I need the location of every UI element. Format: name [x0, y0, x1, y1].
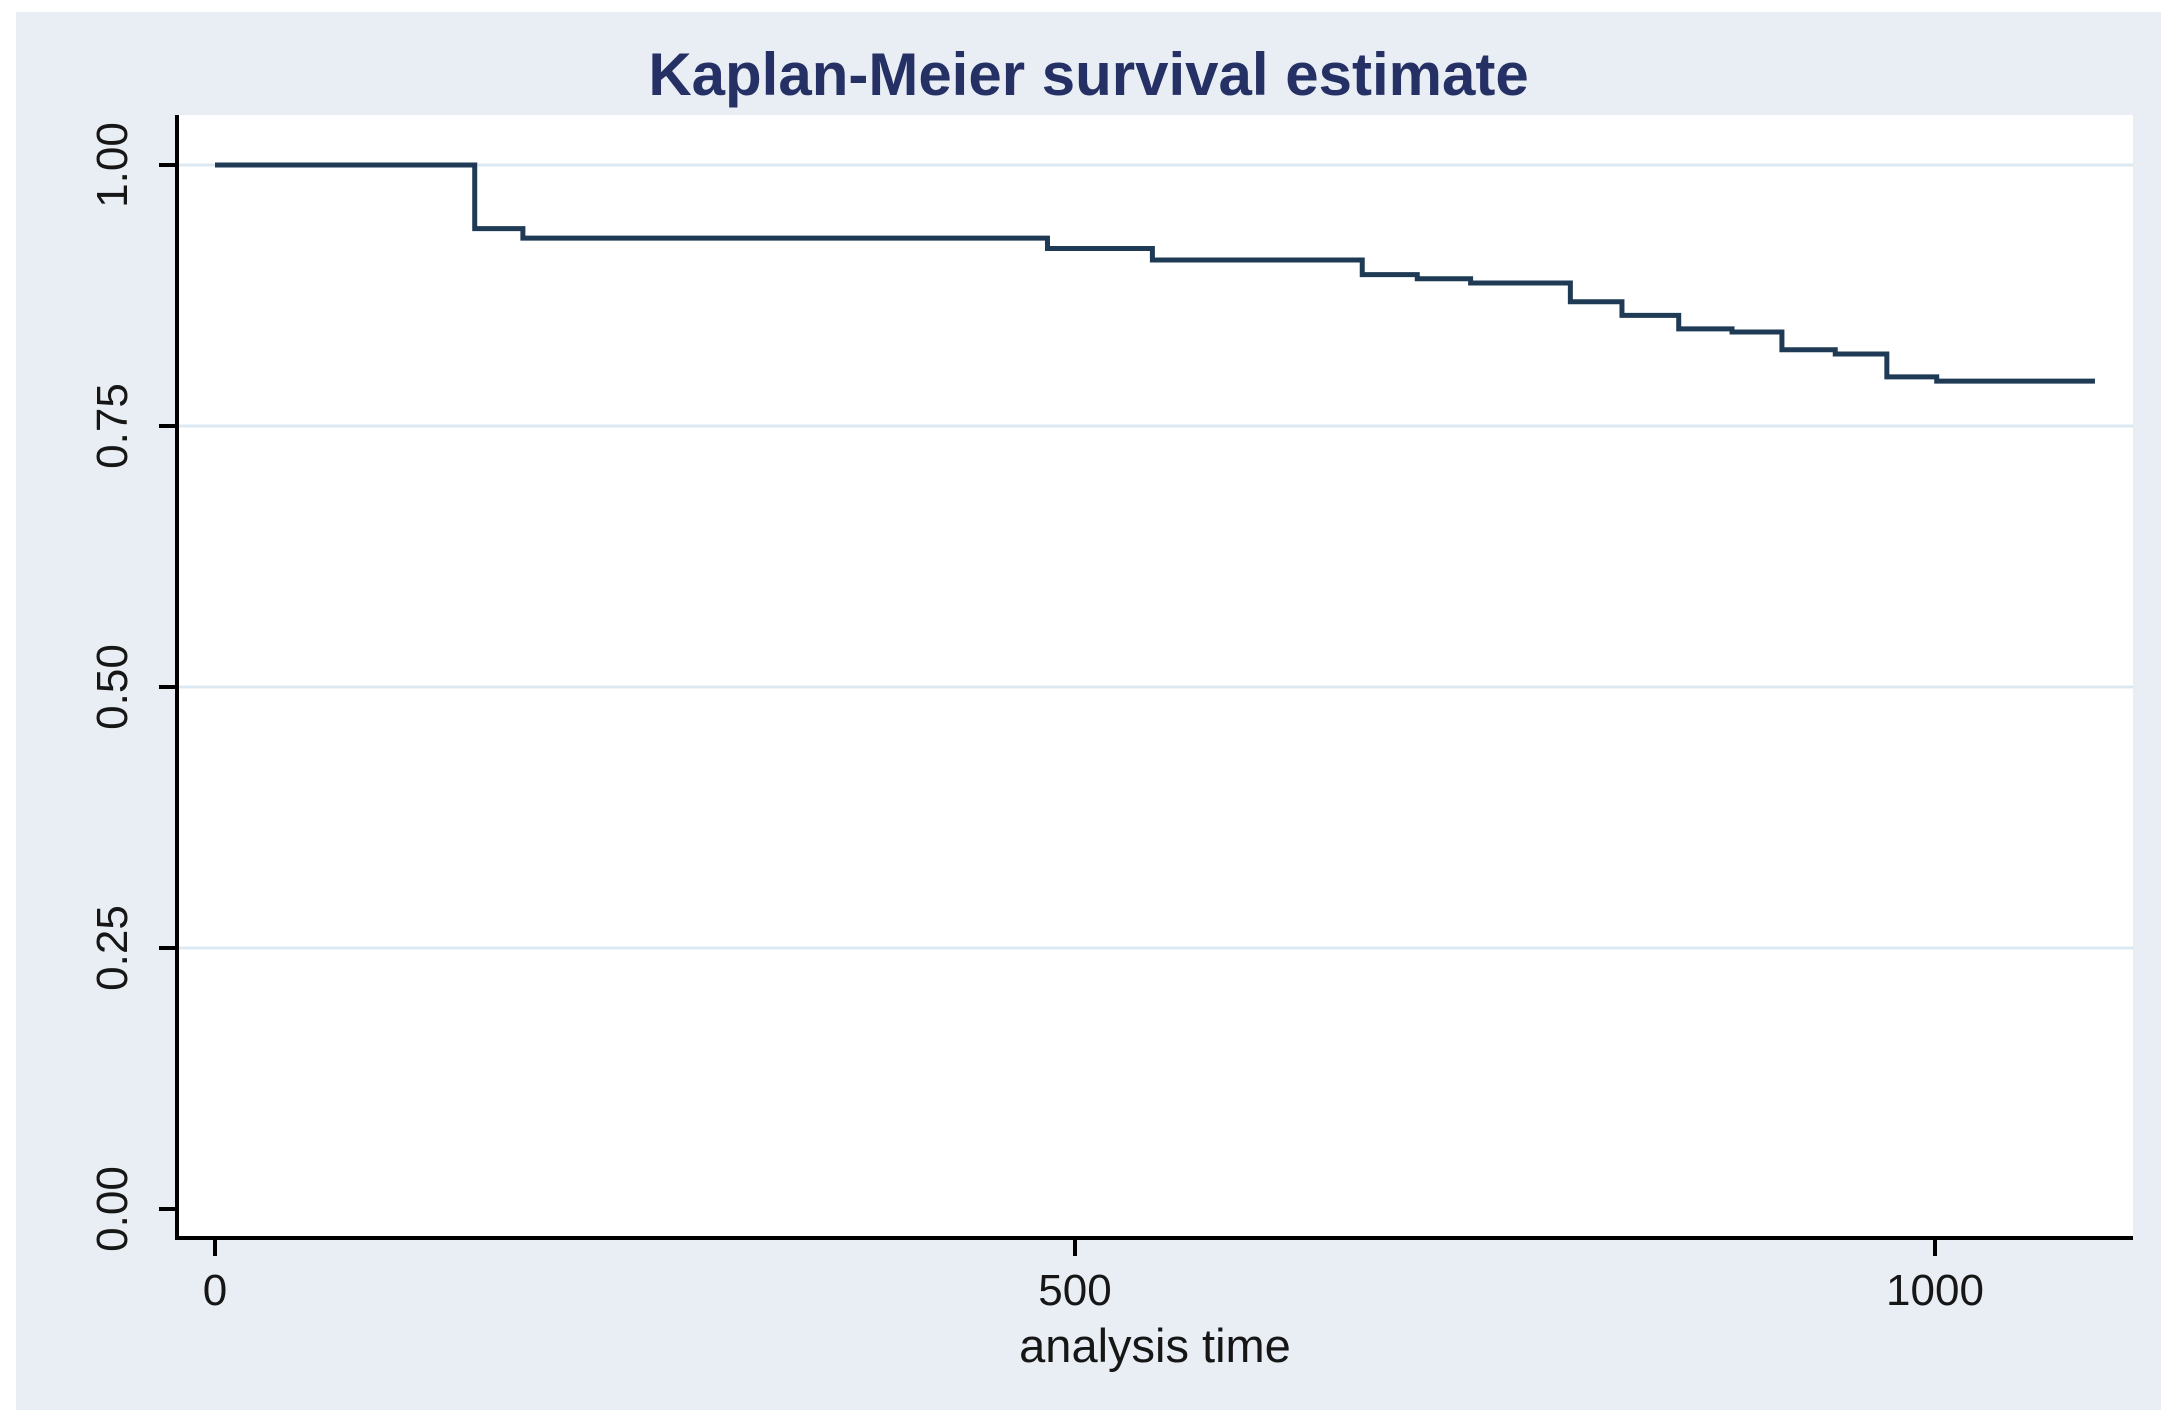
y-tick-label-0.75: 0.75	[88, 383, 137, 469]
y-tick-label-1.00: 1.00	[88, 122, 137, 208]
y-tick-label-0.50: 0.50	[88, 644, 137, 730]
x-tick-label-0: 0	[202, 1266, 228, 1315]
survival-curve	[215, 162, 2095, 384]
x-tick-label-1000: 1000	[1886, 1266, 1984, 1315]
plot-area	[177, 115, 2133, 1238]
y-tick-label-0.00: 0.00	[88, 1166, 137, 1252]
x-tick-label-500: 500	[1038, 1266, 1112, 1315]
y-tick-label-0.25: 0.25	[88, 905, 137, 991]
chart-title: Kaplan-Meier survival estimate	[648, 41, 1529, 108]
x-axis-title: analysis time	[1019, 1319, 1291, 1372]
